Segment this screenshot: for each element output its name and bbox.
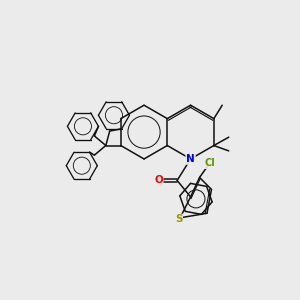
Text: N: N <box>186 154 195 164</box>
Text: S: S <box>175 214 182 224</box>
Text: Cl: Cl <box>205 158 215 168</box>
Text: O: O <box>154 176 163 185</box>
